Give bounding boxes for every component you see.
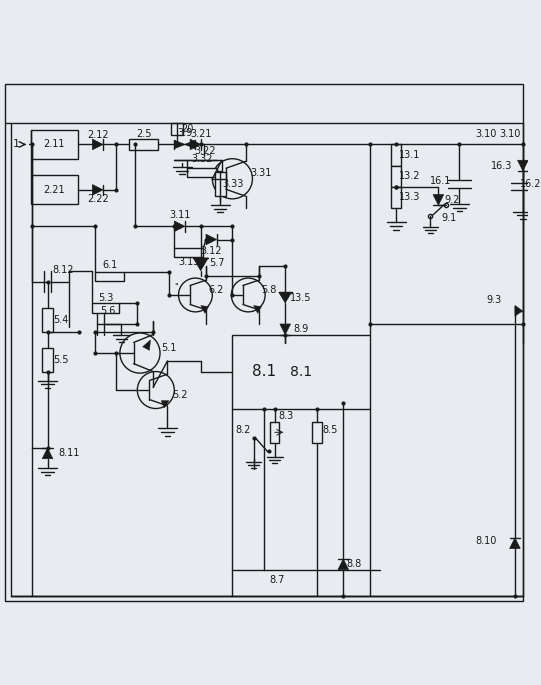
Text: 9.3: 9.3 (486, 295, 502, 306)
Bar (174, 248, 203, 258)
Polygon shape (280, 324, 291, 334)
Text: 5.6: 5.6 (101, 306, 116, 316)
Text: 6.1: 6.1 (102, 260, 117, 270)
Bar (93, 303, 119, 313)
Text: 3.32: 3.32 (192, 154, 213, 164)
Text: 8.11: 8.11 (58, 449, 80, 458)
Bar (31, 175, 78, 204)
Text: '': '' (174, 283, 179, 292)
Polygon shape (190, 139, 201, 150)
Polygon shape (515, 306, 523, 316)
Bar (391, 166, 401, 187)
Polygon shape (206, 234, 216, 245)
Text: 2.21: 2.21 (44, 184, 65, 195)
Polygon shape (518, 160, 528, 171)
Text: 8.10: 8.10 (475, 536, 497, 546)
Bar (391, 145, 401, 166)
Bar (42, 308, 53, 332)
Text: 3.13: 3.13 (178, 258, 200, 267)
Polygon shape (143, 340, 150, 351)
Text: 3.10: 3.10 (475, 129, 497, 139)
Text: 9.1: 9.1 (441, 214, 457, 223)
Text: 8.3: 8.3 (279, 412, 294, 421)
Text: 2.5: 2.5 (136, 129, 151, 139)
Text: 3.10: 3.10 (499, 129, 520, 139)
Polygon shape (193, 258, 208, 271)
Text: 13.3: 13.3 (399, 192, 420, 202)
Text: 8.2: 8.2 (235, 425, 250, 435)
Text: 3.22: 3.22 (194, 146, 216, 155)
Text: 13.5: 13.5 (291, 292, 312, 303)
Text: 13.1: 13.1 (399, 150, 420, 160)
Polygon shape (279, 292, 292, 303)
Text: 5.3: 5.3 (98, 292, 113, 303)
Text: 2.22: 2.22 (87, 195, 109, 204)
Text: 3.12: 3.12 (201, 246, 222, 256)
Text: 2.11: 2.11 (44, 139, 65, 149)
Bar (170, 123, 183, 135)
Text: 8.12: 8.12 (52, 265, 74, 275)
Text: 8.1: 8.1 (290, 364, 312, 379)
Text: 8.8: 8.8 (346, 560, 361, 569)
Text: 13.2: 13.2 (399, 171, 420, 181)
Bar (391, 187, 401, 208)
Polygon shape (174, 140, 185, 149)
Text: 3.11: 3.11 (169, 210, 190, 220)
Bar (129, 139, 159, 150)
Bar (42, 348, 53, 371)
Polygon shape (510, 538, 520, 549)
Bar (188, 168, 216, 177)
Text: 5.7: 5.7 (209, 258, 225, 269)
Text: 3.21: 3.21 (190, 129, 212, 139)
Bar (31, 129, 78, 159)
Text: 5.8: 5.8 (262, 285, 277, 295)
Text: 5.4: 5.4 (53, 315, 68, 325)
Polygon shape (254, 306, 261, 314)
Polygon shape (433, 195, 444, 206)
Text: 16.3: 16.3 (491, 160, 512, 171)
Text: 8.5: 8.5 (322, 425, 338, 435)
Polygon shape (201, 306, 209, 314)
Text: 9.2: 9.2 (444, 195, 459, 205)
Polygon shape (42, 448, 53, 459)
Text: 16.1: 16.1 (430, 177, 452, 186)
Bar (270, 422, 279, 443)
Text: 20: 20 (181, 123, 194, 134)
Text: 8.1: 8.1 (252, 364, 276, 379)
Text: 3.31: 3.31 (250, 169, 272, 179)
Polygon shape (174, 221, 185, 232)
Text: 16.2: 16.2 (520, 179, 541, 189)
Polygon shape (161, 401, 169, 408)
Polygon shape (338, 559, 348, 570)
Polygon shape (93, 139, 103, 150)
Text: 6.2: 6.2 (209, 285, 224, 295)
Text: 3.33: 3.33 (223, 179, 244, 189)
Text: 5.5: 5.5 (53, 355, 69, 365)
Text: 8.7: 8.7 (269, 575, 285, 585)
Text: 3.9: 3.9 (177, 128, 193, 138)
Text: 5.2: 5.2 (172, 390, 187, 400)
Text: 2.12: 2.12 (87, 130, 109, 140)
Text: 8.9: 8.9 (293, 324, 309, 334)
Bar (233, 334, 370, 408)
Bar (215, 172, 226, 196)
Bar (188, 160, 222, 171)
Bar (312, 422, 322, 443)
Polygon shape (185, 140, 195, 149)
Text: 5.1: 5.1 (161, 342, 177, 353)
Text: 1: 1 (12, 140, 19, 149)
Bar (95, 272, 124, 282)
Polygon shape (93, 184, 103, 195)
